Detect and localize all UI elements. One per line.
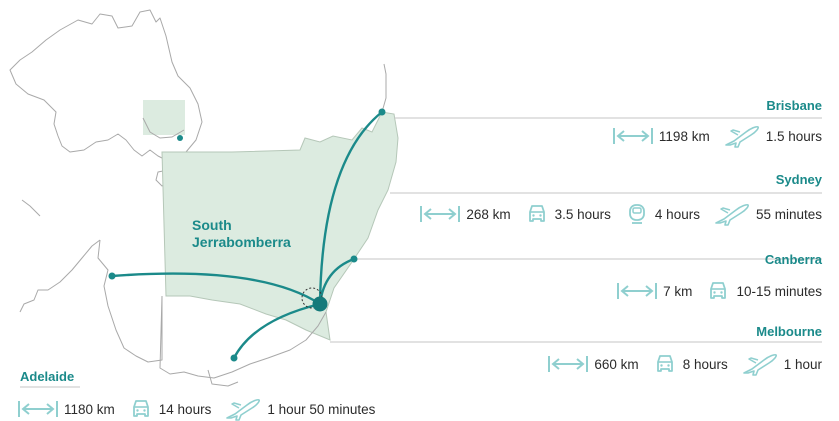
- double-arrow-icon: [613, 126, 653, 146]
- leader-lines: [20, 117, 822, 388]
- melbourne-name: Melbourne: [756, 324, 822, 339]
- melbourne-distance: 660 km: [594, 356, 639, 372]
- origin-label-line2: Jerrabomberra: [192, 234, 291, 250]
- nsw-region: [161, 111, 399, 341]
- route-adelaide: [110, 272, 322, 306]
- car-icon: [129, 397, 153, 421]
- double-arrow-icon: [420, 204, 460, 224]
- brisbane-stats: 1198 km 1.5 hours: [613, 124, 822, 148]
- melbourne-stats: 660 km 8 hours 1 hour: [548, 352, 822, 376]
- adelaide-drive-time: 14 hours: [158, 401, 212, 417]
- route-melbourne: [232, 302, 322, 360]
- sydney-flight-time: 55 minutes: [755, 206, 822, 222]
- melbourne-flight-time: 1 hour: [783, 356, 822, 372]
- car-icon: [706, 279, 730, 303]
- inset-coast: [142, 117, 185, 139]
- melbourne-marker: [230, 354, 238, 362]
- inset-region-highlight: [143, 100, 185, 135]
- routes: [110, 110, 384, 360]
- adelaide-name: Adelaide: [20, 369, 75, 384]
- origin-label-line1: South: [192, 217, 232, 233]
- adelaide-flight-time: 1 hour 50 minutes: [267, 401, 376, 417]
- canberra-marker: [350, 255, 358, 263]
- adelaide-marker: [108, 272, 116, 280]
- plane-icon: [225, 397, 261, 421]
- adelaide-stats: 1180 km 14 hours 1 hour 50 minutes: [18, 397, 375, 421]
- mainland-outline: [19, 63, 387, 387]
- canberra-stats: 7 km 10-15 minutes: [617, 279, 822, 303]
- sydney-distance: 268 km: [466, 206, 511, 222]
- brisbane-distance: 1198 km: [658, 128, 710, 144]
- brisbane-name: Brisbane: [766, 98, 822, 113]
- adelaide-distance: 1180 km: [64, 401, 115, 417]
- origin-marker: [312, 296, 328, 312]
- plane-icon: [742, 352, 778, 376]
- train-icon: [625, 202, 649, 226]
- sydney-train-time: 4 hours: [654, 206, 700, 222]
- brisbane-marker: [378, 108, 386, 116]
- brisbane-flight-time: 1.5 hours: [765, 128, 822, 144]
- plane-icon: [724, 124, 760, 148]
- sydney-name: Sydney: [775, 172, 822, 187]
- route-brisbane: [318, 110, 384, 306]
- double-arrow-icon: [548, 354, 588, 374]
- origin-label: South Jerrabomberra: [192, 217, 291, 251]
- car-icon: [653, 352, 677, 376]
- canberra-name: Canberra: [764, 252, 822, 267]
- melbourne-drive-time: 8 hours: [682, 356, 728, 372]
- inset-location-dot: [177, 135, 183, 141]
- double-arrow-icon: [18, 399, 58, 419]
- car-icon: [525, 202, 549, 226]
- sydney-drive-time: 3.5 hours: [554, 206, 611, 222]
- canberra-drive-time: 10-15 minutes: [736, 283, 822, 299]
- double-arrow-icon: [617, 281, 657, 301]
- plane-icon: [714, 202, 750, 226]
- sydney-stats: 268 km 3.5 hours 4 hours 55 minutes: [420, 202, 822, 226]
- canberra-distance: 7 km: [663, 283, 693, 299]
